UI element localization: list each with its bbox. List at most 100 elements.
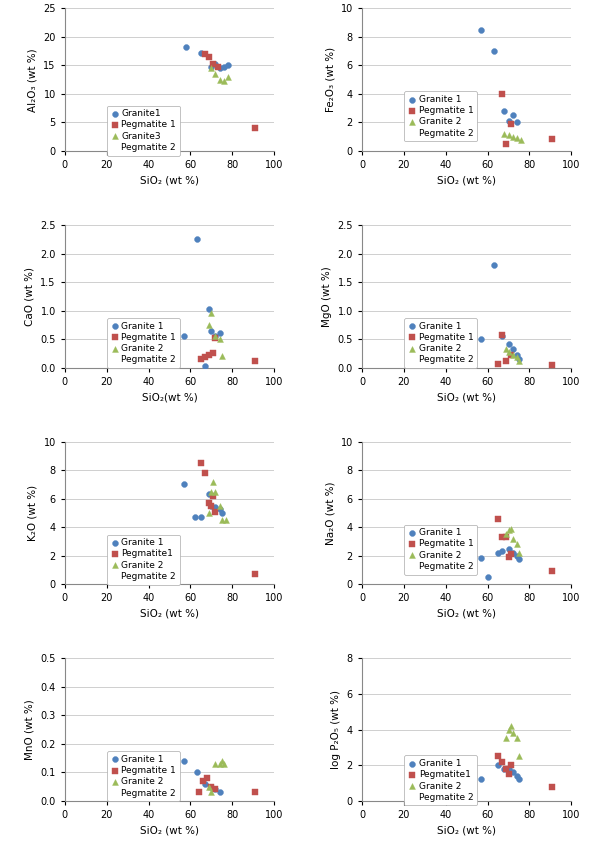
Y-axis label: CaO (wt %): CaO (wt %)	[25, 267, 35, 326]
Pegmatite 2	[223, 700, 233, 713]
Granite 2	[508, 130, 517, 143]
Granite 2	[215, 499, 224, 513]
Granite 1	[512, 549, 522, 562]
Pegmatite 1	[498, 328, 507, 341]
Granite 1	[200, 777, 210, 791]
Pegmatite1	[498, 755, 507, 769]
Pegmatite1	[211, 505, 220, 518]
Granite 2	[204, 780, 214, 793]
Granite1	[211, 57, 220, 71]
Granite 1	[207, 499, 216, 513]
Granite 1	[504, 762, 513, 776]
Granite 1	[215, 326, 224, 340]
Granite 1	[514, 352, 524, 366]
Pegmatite 1	[250, 354, 260, 368]
Pegmatite 1	[204, 348, 214, 362]
Pegmatite 2	[227, 567, 237, 581]
Granite 1	[512, 348, 522, 362]
Pegmatite 1	[506, 117, 515, 131]
Pegmatite1	[502, 762, 511, 776]
Granite 2	[502, 342, 511, 356]
Y-axis label: log P₂O₅ (wt %): log P₂O₅ (wt %)	[331, 690, 341, 769]
Pegmatite 2	[207, 760, 216, 773]
Granite 2	[512, 132, 522, 145]
Granite 2	[506, 719, 515, 733]
Legend: Granite1, Pegmatite 1, Granite3, Pegmatite 2: Granite1, Pegmatite 1, Granite3, Pegmati…	[107, 105, 180, 156]
Pegmatite1	[250, 567, 260, 581]
Granite 1	[211, 782, 220, 796]
Y-axis label: K₂O (wt %): K₂O (wt %)	[28, 485, 38, 541]
Pegmatite 1	[504, 550, 513, 564]
Granite 2	[217, 513, 227, 527]
Granite 2	[207, 485, 216, 498]
Granite 1	[180, 330, 189, 343]
Pegmatite 2	[230, 52, 239, 66]
Pegmatite 2	[215, 331, 224, 345]
Granite 1	[190, 511, 199, 524]
Pegmatite 2	[221, 334, 231, 347]
Granite 1	[512, 115, 522, 129]
Granite 2	[217, 754, 227, 768]
Granite 2	[217, 350, 227, 363]
Pegmatite1	[506, 759, 515, 772]
Pegmatite 1	[250, 121, 260, 135]
Pegmatite 2	[512, 679, 522, 692]
Pegmatite 1	[494, 512, 503, 525]
Granite 1	[494, 546, 503, 560]
Pegmatite 1	[250, 786, 260, 799]
Granite 2	[221, 513, 231, 527]
Granite1	[196, 46, 206, 60]
Granite 2	[504, 345, 513, 358]
Pegmatite 2	[525, 137, 534, 150]
Granite 1	[498, 545, 507, 558]
Pegmatite 1	[198, 774, 208, 787]
Granite 1	[508, 342, 517, 356]
Pegmatite 2	[213, 36, 222, 50]
Pegmatite 1	[494, 357, 503, 371]
Pegmatite 2	[227, 674, 237, 688]
Granite 2	[215, 757, 224, 771]
Granite 2	[508, 727, 517, 740]
Pegmatite 1	[506, 548, 515, 561]
X-axis label: SiO₂ (wt %): SiO₂ (wt %)	[140, 175, 199, 185]
Pegmatite 2	[517, 138, 526, 152]
Pegmatite 2	[508, 348, 517, 362]
Pegmatite 1	[209, 346, 218, 360]
Granite3	[207, 62, 216, 75]
Pegmatite 1	[203, 771, 212, 785]
Pegmatite1	[209, 489, 218, 502]
X-axis label: SiO₂ (wt %): SiO₂ (wt %)	[437, 825, 496, 835]
Granite1	[181, 40, 191, 54]
Pegmatite 1	[502, 137, 511, 151]
Pegmatite1	[494, 749, 503, 763]
Pegmatite1	[204, 497, 214, 510]
Y-axis label: MgO (wt %): MgO (wt %)	[322, 266, 332, 327]
Granite 1	[215, 786, 224, 799]
Pegmatite 1	[506, 348, 515, 362]
Pegmatite 2	[510, 462, 519, 475]
Pegmatite 2	[504, 455, 513, 469]
Granite 2	[207, 307, 216, 320]
Granite 1	[512, 769, 522, 782]
Pegmatite 2	[226, 46, 235, 60]
Granite 2	[514, 749, 524, 763]
Pegmatite 2	[215, 734, 224, 748]
Pegmatite 2	[226, 566, 235, 579]
Pegmatite 2	[521, 719, 530, 733]
Pegmatite 2	[508, 719, 517, 733]
Granite 2	[514, 354, 524, 368]
Pegmatite 1	[200, 47, 210, 61]
Granite 1	[477, 332, 486, 346]
Granite 2	[502, 528, 511, 541]
Pegmatite 2	[203, 534, 212, 548]
Granite 2	[504, 524, 513, 537]
Pegmatite 2	[508, 137, 517, 150]
Pegmatite 1	[211, 782, 220, 796]
Pegmatite 2	[521, 139, 530, 153]
Granite 1	[508, 546, 517, 560]
Granite 1	[204, 303, 214, 316]
Pegmatite 2	[227, 48, 237, 62]
Y-axis label: Na₂O (wt %): Na₂O (wt %)	[325, 481, 335, 545]
Granite 2	[211, 757, 220, 771]
Granite1	[207, 60, 216, 73]
